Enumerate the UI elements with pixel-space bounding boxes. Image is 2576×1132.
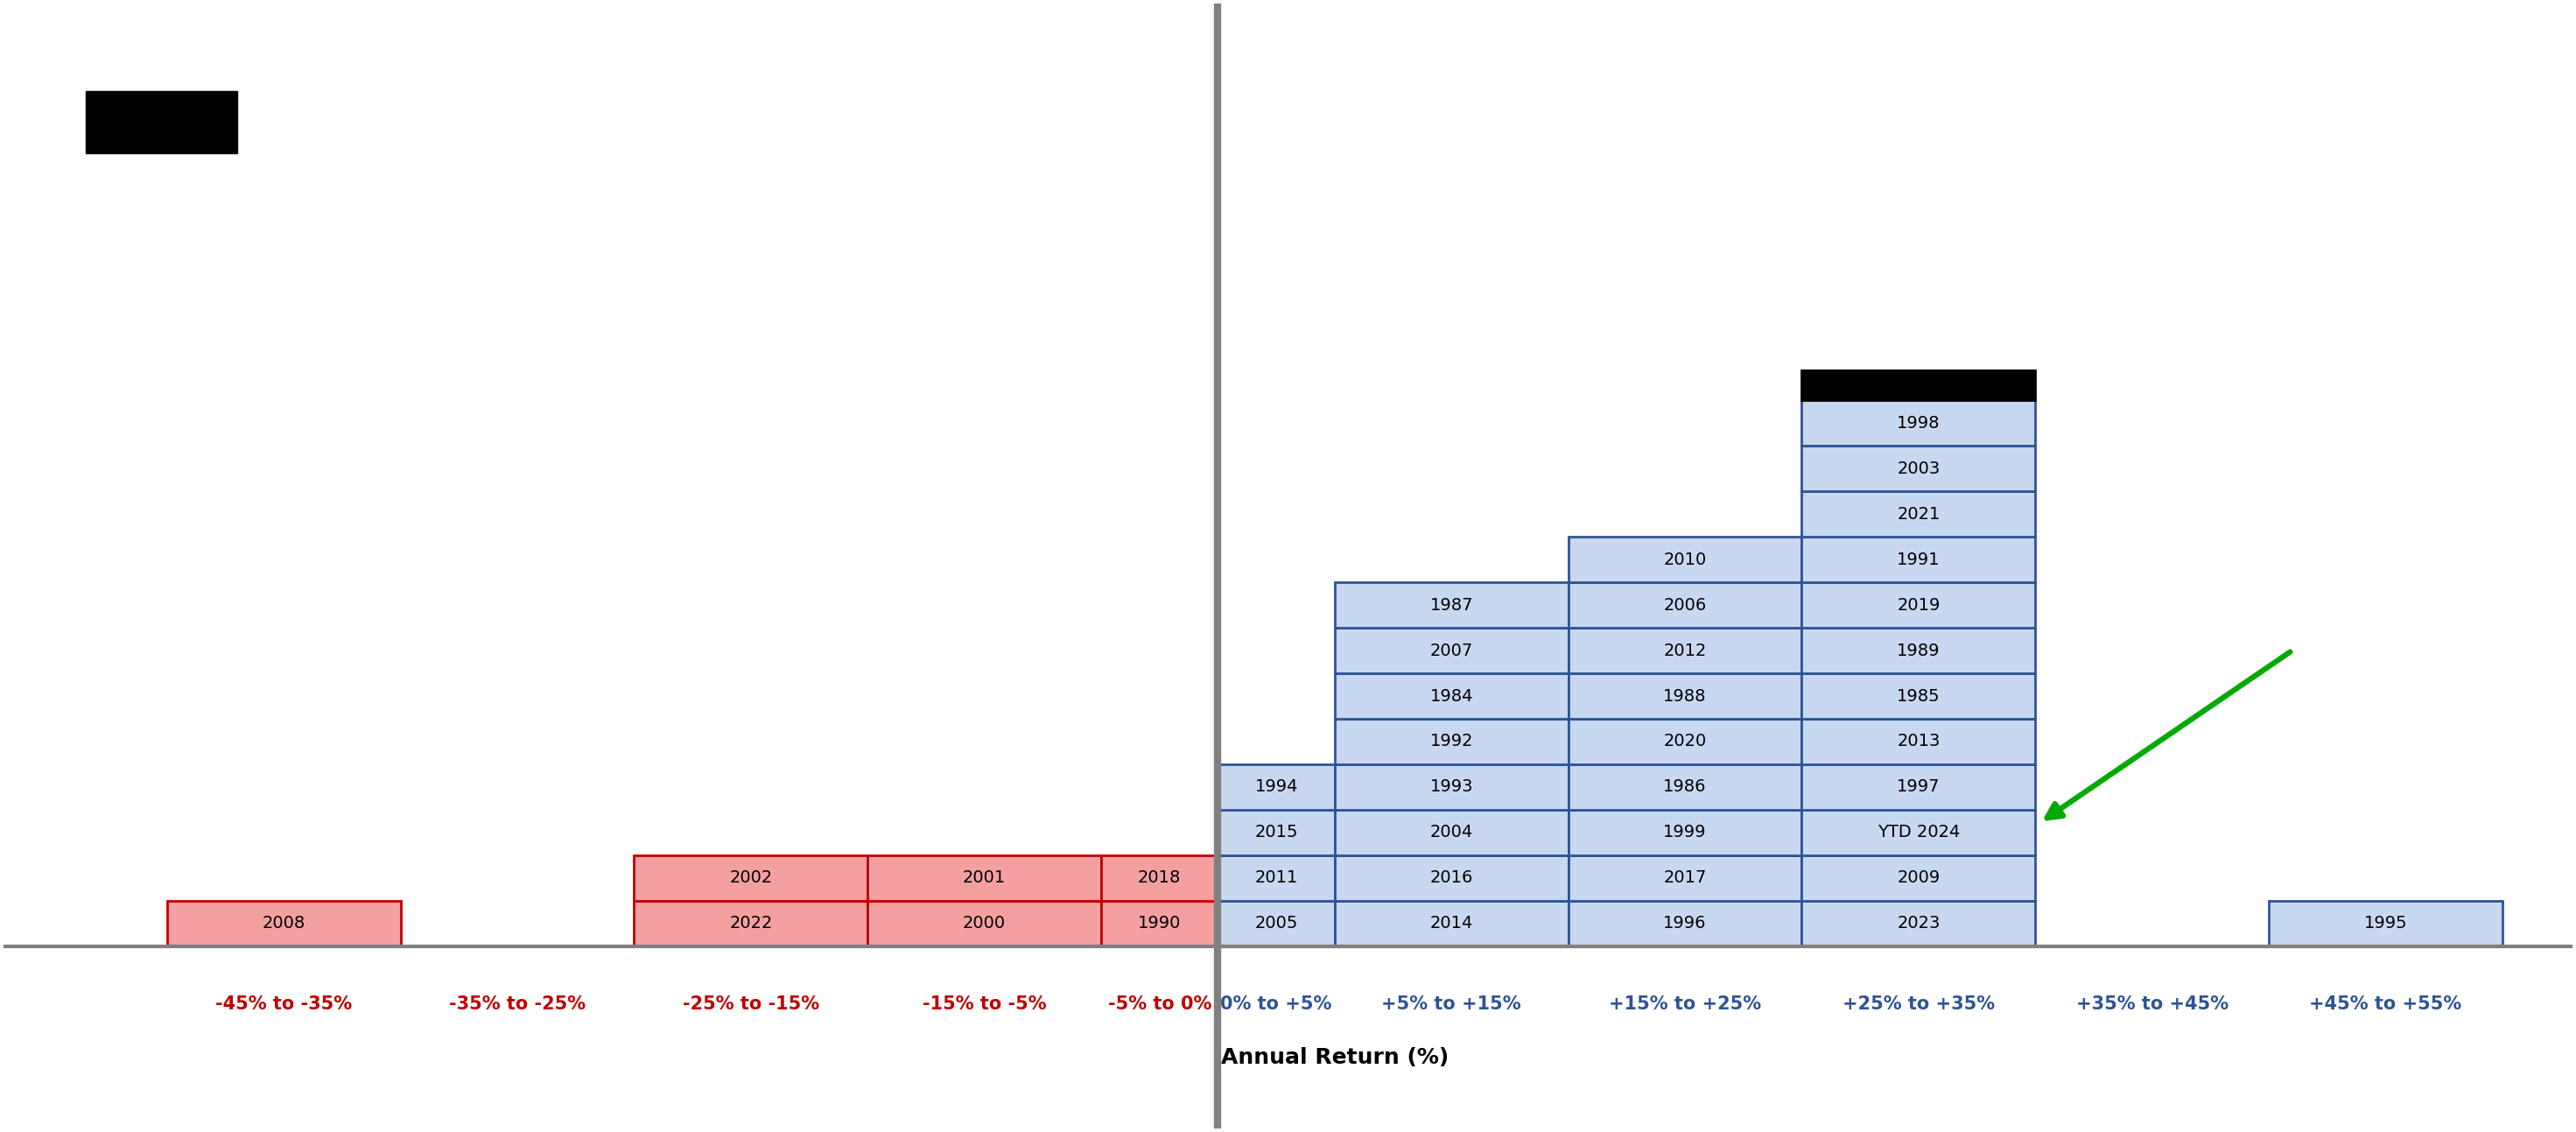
Text: 1991: 1991 <box>1896 551 1940 568</box>
Text: +45% to +55%: +45% to +55% <box>2308 995 2463 1013</box>
FancyBboxPatch shape <box>1801 856 2035 901</box>
Text: 2004: 2004 <box>1430 824 1473 841</box>
Text: -35% to -25%: -35% to -25% <box>448 995 585 1013</box>
FancyBboxPatch shape <box>1801 491 2035 537</box>
FancyBboxPatch shape <box>1801 719 2035 764</box>
FancyBboxPatch shape <box>1801 537 2035 582</box>
FancyBboxPatch shape <box>1334 719 1569 764</box>
Text: 1988: 1988 <box>1664 688 1708 704</box>
Text: 1984: 1984 <box>1430 688 1473 704</box>
Text: -15% to -5%: -15% to -5% <box>922 995 1046 1013</box>
Text: 2020: 2020 <box>1664 734 1705 749</box>
Text: +5% to +15%: +5% to +15% <box>1381 995 1522 1013</box>
Text: 2007: 2007 <box>1430 642 1473 659</box>
FancyBboxPatch shape <box>1334 901 1569 946</box>
Text: 1987: 1987 <box>1430 597 1473 614</box>
Text: 1994: 1994 <box>1255 779 1298 796</box>
Text: 1989: 1989 <box>1896 642 1940 659</box>
FancyBboxPatch shape <box>1569 628 1801 674</box>
Text: 2015: 2015 <box>1255 824 1298 841</box>
FancyBboxPatch shape <box>1334 628 1569 674</box>
Text: 1986: 1986 <box>1664 779 1708 796</box>
FancyBboxPatch shape <box>1218 764 1334 809</box>
Text: +35% to +45%: +35% to +45% <box>2076 995 2228 1013</box>
FancyBboxPatch shape <box>868 856 1100 901</box>
Text: 2002: 2002 <box>729 869 773 886</box>
Text: 1990: 1990 <box>1139 916 1182 932</box>
FancyBboxPatch shape <box>1334 582 1569 628</box>
Text: 1992: 1992 <box>1430 734 1473 749</box>
Text: 2000: 2000 <box>963 916 1005 932</box>
FancyBboxPatch shape <box>1801 446 2035 491</box>
FancyBboxPatch shape <box>1218 901 1334 946</box>
Text: 1997: 1997 <box>1896 779 1940 796</box>
FancyBboxPatch shape <box>1569 582 1801 628</box>
FancyBboxPatch shape <box>1801 674 2035 719</box>
FancyBboxPatch shape <box>1569 809 1801 856</box>
Text: YTD 2024: YTD 2024 <box>1878 824 1960 841</box>
FancyBboxPatch shape <box>1569 856 1801 901</box>
Text: 2003: 2003 <box>1896 461 1940 477</box>
Text: -25% to -15%: -25% to -15% <box>683 995 819 1013</box>
FancyBboxPatch shape <box>1569 901 1801 946</box>
Text: Annual Return (%): Annual Return (%) <box>1221 1047 1448 1069</box>
FancyBboxPatch shape <box>1334 764 1569 809</box>
Text: 2010: 2010 <box>1664 551 1705 568</box>
Text: 2011: 2011 <box>1255 869 1298 886</box>
Text: 2001: 2001 <box>963 869 1007 886</box>
Text: +25% to +35%: +25% to +35% <box>1842 995 1994 1013</box>
FancyBboxPatch shape <box>2269 901 2501 946</box>
FancyBboxPatch shape <box>1334 674 1569 719</box>
FancyBboxPatch shape <box>1569 674 1801 719</box>
Text: -5% to 0%: -5% to 0% <box>1108 995 1211 1013</box>
Text: 2014: 2014 <box>1430 916 1473 932</box>
Text: 1995: 1995 <box>2365 916 2406 932</box>
Text: 2022: 2022 <box>729 916 773 932</box>
Text: 2018: 2018 <box>1139 869 1182 886</box>
FancyBboxPatch shape <box>1801 764 2035 809</box>
Text: 1985: 1985 <box>1896 688 1940 704</box>
FancyBboxPatch shape <box>1100 901 1218 946</box>
Text: 2009: 2009 <box>1896 869 1940 886</box>
FancyBboxPatch shape <box>1801 582 2035 628</box>
Text: 0% to +5%: 0% to +5% <box>1221 995 1332 1013</box>
FancyBboxPatch shape <box>1801 809 2035 856</box>
Text: 2006: 2006 <box>1664 597 1705 614</box>
Text: 2008: 2008 <box>263 916 307 932</box>
FancyBboxPatch shape <box>1801 401 2035 446</box>
FancyBboxPatch shape <box>85 92 237 153</box>
Text: -45% to -35%: -45% to -35% <box>216 995 353 1013</box>
Text: 2012: 2012 <box>1664 642 1705 659</box>
FancyBboxPatch shape <box>167 901 402 946</box>
Text: 2013: 2013 <box>1896 734 1940 749</box>
Text: 2019: 2019 <box>1896 597 1940 614</box>
Text: 2016: 2016 <box>1430 869 1473 886</box>
Text: 1993: 1993 <box>1430 779 1473 796</box>
FancyBboxPatch shape <box>634 901 868 946</box>
FancyBboxPatch shape <box>634 856 868 901</box>
FancyBboxPatch shape <box>1801 901 2035 946</box>
FancyBboxPatch shape <box>1100 856 1218 901</box>
FancyBboxPatch shape <box>1218 856 1334 901</box>
FancyBboxPatch shape <box>1801 628 2035 674</box>
FancyBboxPatch shape <box>1569 719 1801 764</box>
FancyBboxPatch shape <box>1569 537 1801 582</box>
Text: 1996: 1996 <box>1664 916 1708 932</box>
Text: 1998: 1998 <box>1896 414 1940 431</box>
FancyBboxPatch shape <box>1334 809 1569 856</box>
Text: 2021: 2021 <box>1896 506 1940 522</box>
Text: 2023: 2023 <box>1896 916 1940 932</box>
Text: 2005: 2005 <box>1255 916 1298 932</box>
FancyBboxPatch shape <box>1801 370 2035 401</box>
FancyBboxPatch shape <box>1334 856 1569 901</box>
Text: +15% to +25%: +15% to +25% <box>1610 995 1762 1013</box>
FancyBboxPatch shape <box>1569 764 1801 809</box>
FancyBboxPatch shape <box>1218 809 1334 856</box>
FancyBboxPatch shape <box>868 901 1100 946</box>
Text: 1999: 1999 <box>1664 824 1708 841</box>
Text: 2017: 2017 <box>1664 869 1705 886</box>
